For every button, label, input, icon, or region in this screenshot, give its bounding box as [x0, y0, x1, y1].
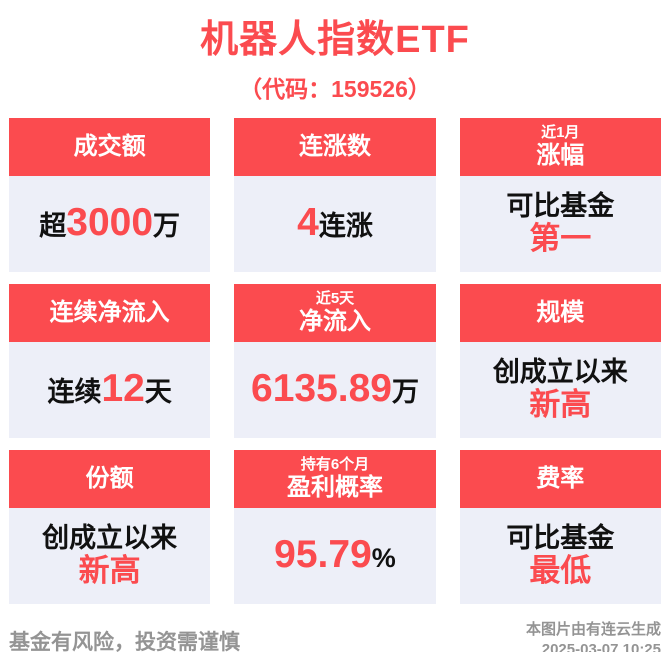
value-segment: 创成立以来 — [42, 522, 178, 553]
card-value-line: 新高 — [78, 552, 141, 588]
card-value-line: 第一 — [529, 220, 592, 256]
card-value-one-month-gain-rank: 可比基金 第一 — [459, 175, 661, 272]
value-segment: 新高 — [78, 552, 141, 588]
card-value-line: 6135.89万 — [251, 367, 419, 411]
card-one-month-gain-rank: 近1月 涨幅 可比基金 第一 — [459, 117, 661, 272]
value-segment: 天 — [144, 377, 172, 408]
card-value-line: 可比基金 — [506, 522, 615, 554]
value-segment: 可比基金 — [506, 190, 615, 221]
card-value-six-month-profit-probability: 95.79% — [234, 507, 436, 604]
card-header-line: 规模 — [536, 299, 585, 326]
footer-credit-source: 本图片由有连云生成 — [525, 620, 661, 638]
value-segment: 第一 — [529, 220, 592, 256]
footer-risk-disclaimer: 基金有风险，投资需谨慎 — [9, 630, 240, 652]
card-value-five-day-net-inflow: 6135.89万 — [234, 341, 436, 438]
card-value-line: 连续12天 — [47, 367, 172, 411]
metric-grid: 成交额 超3000万 连涨数 4连涨 近1月 涨幅 可比基金 第一 连续净流入 连续12天 近5天净… — [9, 117, 661, 604]
value-segment: 95.79 — [274, 533, 372, 577]
footer: 基金有风险，投资需谨慎 本图片由有连云生成 2025-03-07 10:25 — [9, 620, 661, 652]
card-header-line: 盈利概率 — [286, 473, 383, 501]
card-header-line: 涨幅 — [536, 141, 585, 169]
card-value-line: 可比基金 — [506, 190, 615, 222]
card-header-consecutive-gain-count: 连涨数 — [234, 117, 436, 176]
value-segment: 12 — [101, 367, 145, 411]
card-value-line: 95.79% — [274, 533, 396, 577]
value-segment: 6135.89 — [251, 367, 392, 411]
card-value-turnover: 超3000万 — [9, 175, 211, 272]
card-header-shares: 份额 — [9, 449, 211, 508]
card-header-consecutive-net-inflow: 连续净流入 — [9, 283, 211, 342]
card-value-line: 创成立以来 — [492, 356, 628, 388]
footer-credit-timestamp: 2025-03-07 10:25 — [541, 641, 661, 652]
card-header-six-month-profit-probability: 持有6个月 盈利概率 — [234, 449, 436, 508]
card-header-line: 成交额 — [73, 133, 146, 160]
card-header-line: 费率 — [536, 465, 585, 492]
value-segment: 连续 — [47, 377, 102, 408]
card-value-line: 创成立以来 — [42, 522, 178, 554]
card-scale: 规模 创成立以来 新高 — [459, 283, 661, 438]
card-value-line: 最低 — [529, 552, 592, 588]
value-segment: 新高 — [529, 386, 592, 422]
value-segment: % — [371, 543, 396, 574]
card-value-scale: 创成立以来 新高 — [459, 341, 661, 438]
card-value-fee-rate: 可比基金 最低 — [459, 507, 661, 604]
card-five-day-net-inflow: 近5天 净流入 6135.89万 — [234, 283, 436, 438]
card-value-line: 新高 — [529, 386, 592, 422]
value-segment: 连涨 — [318, 211, 373, 242]
card-header-line: 净流入 — [298, 307, 371, 335]
card-consecutive-gain-count: 连涨数 4连涨 — [234, 117, 436, 272]
value-segment: 万 — [153, 211, 181, 242]
card-value-shares: 创成立以来 新高 — [9, 507, 211, 604]
value-segment: 3000 — [66, 201, 154, 245]
value-segment: 创成立以来 — [492, 356, 628, 387]
value-segment: 超 — [39, 211, 67, 242]
card-header-line: 持有6个月 — [300, 456, 370, 474]
value-segment: 4 — [297, 201, 319, 245]
card-value-consecutive-net-inflow: 连续12天 — [9, 341, 211, 438]
card-header-line: 连续净流入 — [49, 299, 170, 326]
card-header-turnover: 成交额 — [9, 117, 211, 176]
card-consecutive-net-inflow: 连续净流入连续12天 — [9, 283, 211, 438]
card-header-five-day-net-inflow: 近5天 净流入 — [234, 283, 436, 342]
card-header-scale: 规模 — [459, 283, 661, 342]
page-subtitle: （代码：159526） — [239, 75, 431, 102]
card-value-line: 4连涨 — [297, 201, 373, 245]
card-turnover: 成交额超3000万 — [9, 117, 211, 272]
card-six-month-profit-probability: 持有6个月 盈利概率 95.79% — [234, 449, 436, 604]
value-segment: 可比基金 — [506, 522, 615, 553]
value-segment: 最低 — [529, 552, 592, 588]
card-header-line: 连涨数 — [298, 133, 371, 160]
value-segment: 万 — [391, 377, 419, 408]
card-value-consecutive-gain-count: 4连涨 — [234, 175, 436, 272]
card-shares: 份额 创成立以来 新高 — [9, 449, 211, 604]
card-header-fee-rate: 费率 — [459, 449, 661, 508]
card-fee-rate: 费率 可比基金 最低 — [459, 449, 661, 604]
page-title: 机器人指数ETF — [200, 19, 470, 61]
card-header-line: 份额 — [85, 465, 134, 492]
footer-credit: 本图片由有连云生成 2025-03-07 10:25 — [526, 620, 661, 652]
card-header-line: 近5天 — [315, 290, 355, 308]
card-header-one-month-gain-rank: 近1月 涨幅 — [459, 117, 661, 176]
card-header-line: 近1月 — [541, 124, 580, 142]
card-value-line: 超3000万 — [39, 201, 181, 245]
